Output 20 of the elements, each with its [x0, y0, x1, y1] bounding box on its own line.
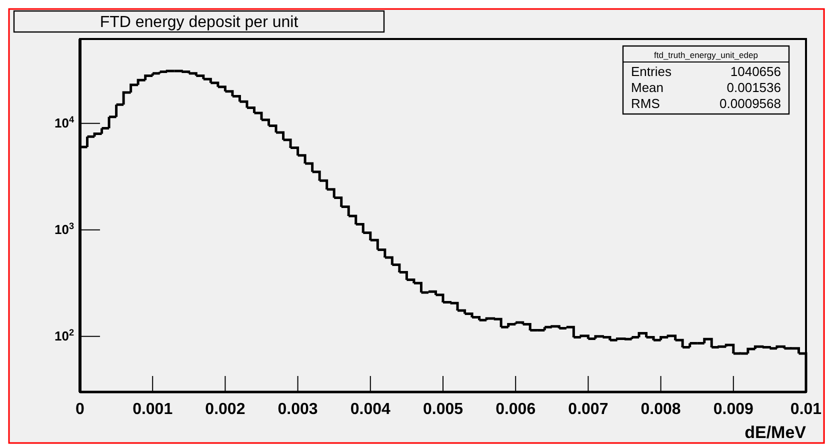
x-tick-label: 0	[76, 401, 85, 418]
x-tick-label: 0.01	[790, 401, 822, 418]
x-tick-label: 0.006	[496, 401, 536, 418]
x-axis-title: dE/MeV	[744, 423, 807, 442]
chart-title: FTD energy deposit per unit	[100, 14, 299, 31]
x-tick-label: 0.008	[640, 401, 681, 418]
text: RMS 0.0009568	[631, 96, 781, 111]
x-tick-label: 0.005	[422, 401, 464, 418]
annotation: ftd_truth_energy_unit_edep	[654, 50, 758, 60]
x-tick-label: 0.009	[713, 401, 754, 418]
y-tick-label: 10$^{2}$	[54, 327, 74, 344]
x-tick-label: 0.007	[568, 401, 608, 418]
x-tick-label: 0.003	[278, 401, 318, 418]
text: Entries 1040656	[631, 64, 781, 79]
y-tick-label: 10$^{4}$	[54, 114, 75, 130]
y-tick-label: 10$^{3}$	[54, 220, 74, 237]
x-tick-label: 0.002	[205, 401, 246, 418]
text: Mean 0.001536	[631, 80, 781, 95]
x-tick-label: 0.001	[132, 401, 173, 418]
x-tick-label: 0.004	[350, 401, 391, 418]
